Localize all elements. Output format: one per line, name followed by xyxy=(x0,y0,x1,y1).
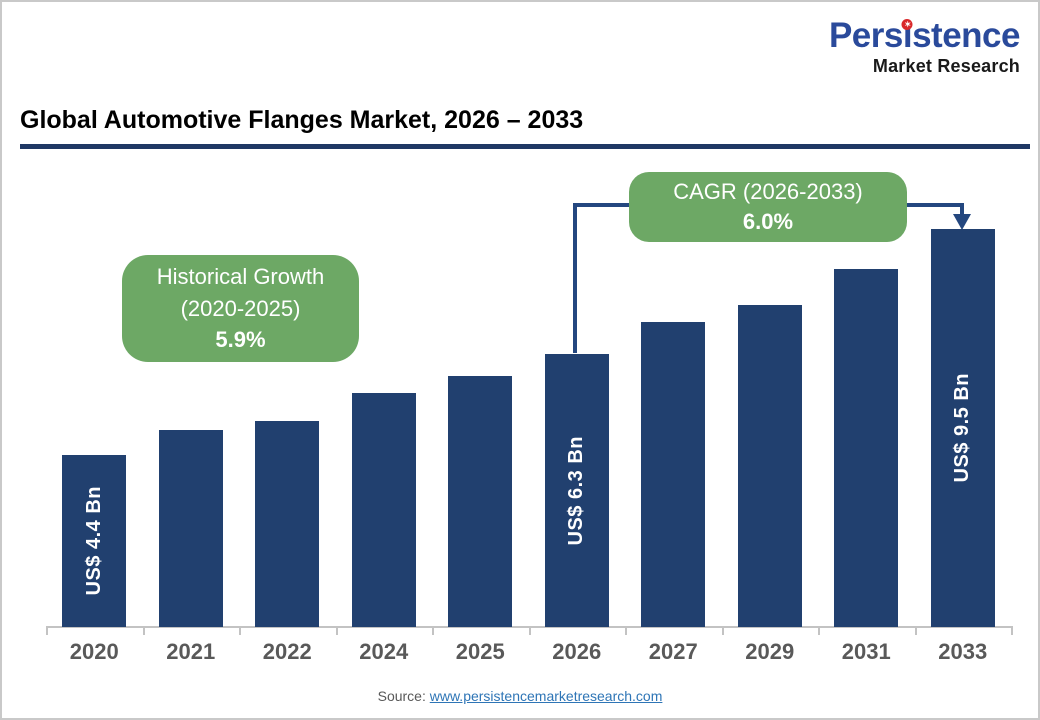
x-axis-tick xyxy=(818,626,820,635)
x-axis-label-2027: 2027 xyxy=(648,639,698,664)
source-line: Source: www.persistencemarketresearch.co… xyxy=(2,688,1038,704)
bar-value-label-2020: US$ 4.4 Bn xyxy=(82,486,105,596)
bar-2027 xyxy=(641,322,706,627)
logo: Persı ✶ stence Market Research xyxy=(828,16,1021,77)
x-axis-label-2029: 2029 xyxy=(745,639,795,664)
x-axis-label-2024: 2024 xyxy=(359,639,409,664)
historical-growth-badge: Historical Growth (2020-2025) 5.9% xyxy=(122,255,359,362)
x-axis-tick xyxy=(335,626,338,635)
x-axis-tick xyxy=(721,626,724,635)
historical-growth-line2: (2020-2025) xyxy=(180,295,301,321)
x-axis-tick xyxy=(914,626,917,635)
logo-subtitle: Market Research xyxy=(872,55,1020,76)
bar-2031 xyxy=(834,269,899,627)
logo-brand: Persı ✶ stence xyxy=(828,16,1021,55)
bar-value-label-2026: US$ 6.3 Bn xyxy=(565,435,588,546)
x-axis-tick xyxy=(239,626,241,635)
x-axis-label-2025: 2025 xyxy=(455,639,505,664)
title-underline xyxy=(20,144,1030,149)
x-axis-label-2021: 2021 xyxy=(166,639,216,664)
x-axis-tick xyxy=(142,626,145,635)
historical-growth-line1: Historical Growth xyxy=(156,263,325,289)
bar-2024 xyxy=(351,393,416,627)
cagr-line1: CAGR (2026-2033) xyxy=(673,179,863,205)
bar-2029 xyxy=(737,305,802,627)
x-axis-tick xyxy=(432,626,434,635)
cagr-badge: CAGR (2026-2033) 6.0% xyxy=(629,172,907,242)
bar-2033: US$ 9.5 Bn xyxy=(930,229,995,627)
bar-2020: US$ 4.4 Bn xyxy=(62,455,127,627)
cagr-arrowhead-icon xyxy=(953,214,971,230)
source-label: Source: xyxy=(377,688,426,704)
cagr-left-connector-line xyxy=(573,203,629,353)
x-axis-label-2020: 2020 xyxy=(69,639,119,664)
x-axis-label-2033: 2033 xyxy=(938,639,988,664)
bar-2025 xyxy=(448,376,513,627)
x-axis-label-2026: 2026 xyxy=(552,639,602,664)
logo-star-icon: ✶ xyxy=(901,19,913,30)
historical-growth-value: 5.9% xyxy=(215,327,266,353)
bar-2022 xyxy=(255,421,320,627)
x-axis-label-2022: 2022 xyxy=(262,639,312,664)
x-axis-tick xyxy=(46,626,48,635)
source-link[interactable]: www.persistencemarketresearch.com xyxy=(429,688,663,704)
x-axis-tick xyxy=(1011,626,1013,635)
x-axis-tick xyxy=(625,626,627,635)
bar-value-label-2033: US$ 9.5 Bn xyxy=(951,373,974,483)
x-axis-label-2031: 2031 xyxy=(841,639,891,664)
page-title: Global Automotive Flanges Market, 2026 –… xyxy=(20,106,584,134)
cagr-value: 6.0% xyxy=(742,209,794,234)
bar-2021 xyxy=(158,430,223,627)
x-axis-tick xyxy=(528,626,531,635)
cagr-right-connector-line xyxy=(907,203,964,216)
bar-2026: US$ 6.3 Bn xyxy=(544,354,609,627)
